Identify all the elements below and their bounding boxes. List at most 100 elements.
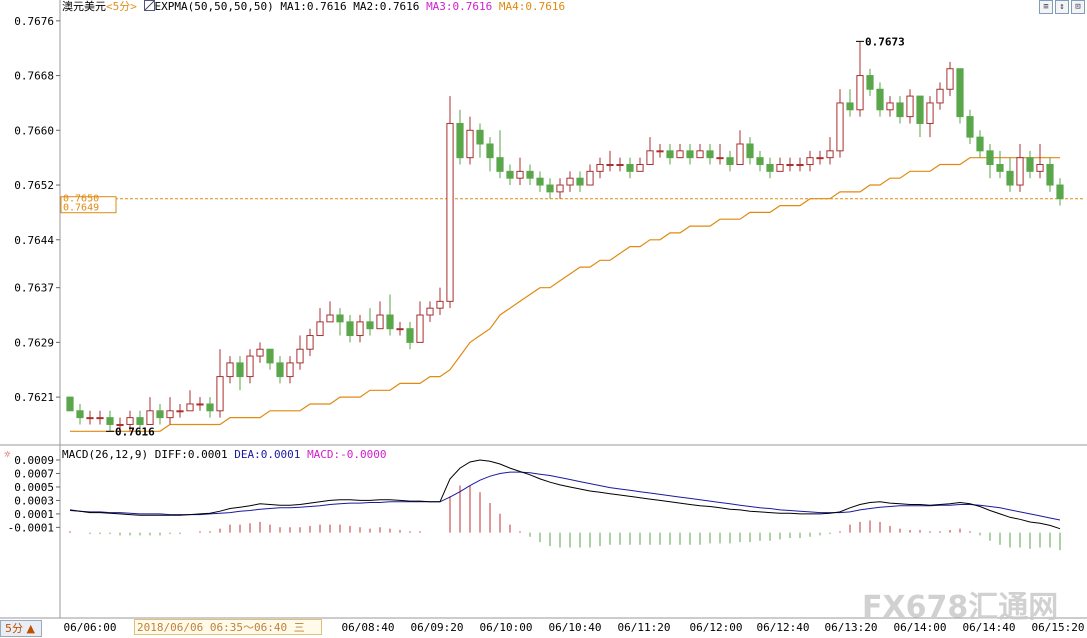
candle xyxy=(926,96,934,138)
candle-body xyxy=(216,376,224,412)
ema-line xyxy=(70,157,1060,432)
candle xyxy=(366,308,374,336)
list-view-icon[interactable]: ≡ xyxy=(1039,0,1053,14)
price-tick-label: 0.7660 xyxy=(14,124,54,137)
candle-body xyxy=(306,335,314,350)
candle xyxy=(616,157,624,172)
candle xyxy=(796,157,804,172)
crosshair-time-label: 2018/06/06 06:35～06:40 三 xyxy=(134,619,322,635)
macd-tick-label: 0.0007 xyxy=(14,467,54,480)
candle-body xyxy=(126,417,134,425)
candle xyxy=(196,397,204,411)
candle xyxy=(506,164,514,186)
macd-lines xyxy=(69,459,1061,530)
time-tick-label: 06/10:00 xyxy=(480,621,533,634)
candle-body xyxy=(976,136,984,152)
macd-settings-icon[interactable]: ☼ xyxy=(4,448,11,461)
ma3-value: MA3:0.7616 xyxy=(426,0,493,13)
indicator-name[interactable]: EXPMA(50,50,50,50) xyxy=(154,0,274,13)
price-tick-label: 0.7644 xyxy=(14,234,54,247)
diff-value: DIFF:0.0001 xyxy=(154,448,228,461)
candle-body xyxy=(486,143,494,159)
macd-name[interactable]: MACD(26,12,9) xyxy=(62,448,149,461)
candle xyxy=(466,116,474,165)
candle-body xyxy=(446,122,454,302)
candles-layer[interactable] xyxy=(66,41,1064,432)
candle xyxy=(266,348,274,370)
candle xyxy=(946,61,954,97)
candle xyxy=(656,143,664,158)
candle-body xyxy=(356,321,364,337)
main-header: 澳元美元<5分> EXPMA(50,50,50,50) MA1:0.7616 M… xyxy=(62,0,565,14)
candle-body xyxy=(196,403,204,406)
candle xyxy=(1056,178,1064,206)
indicator-icon[interactable] xyxy=(143,0,155,11)
high-label: 0.7673 xyxy=(865,35,905,48)
candle xyxy=(726,150,734,172)
candle-body xyxy=(676,150,684,159)
candle-body xyxy=(376,314,384,330)
candle-body xyxy=(296,348,304,364)
candle xyxy=(396,321,404,336)
candle xyxy=(286,356,294,384)
candle-body xyxy=(156,410,164,419)
candle xyxy=(106,410,114,432)
candle xyxy=(736,130,744,166)
candle-body xyxy=(466,129,474,159)
candle-body xyxy=(716,157,724,160)
candle-body xyxy=(816,157,824,160)
ma1-value: MA1:0.7616 xyxy=(280,0,347,13)
resize-icon[interactable]: ↕ xyxy=(1055,0,1069,14)
window-icon[interactable]: ⊡ xyxy=(1071,0,1085,14)
time-tick-label: 06/08:40 xyxy=(342,621,395,634)
candle-body xyxy=(1036,164,1044,172)
candle-body xyxy=(876,88,884,111)
watermark-logo: FX678汇通网 xyxy=(862,590,1059,625)
candle xyxy=(546,178,554,199)
candle xyxy=(166,397,174,425)
candle-body xyxy=(366,321,374,330)
candle-body xyxy=(566,177,574,186)
candle xyxy=(886,96,894,117)
candle-body xyxy=(786,164,794,167)
candle xyxy=(156,403,164,425)
candle-body xyxy=(346,321,354,337)
candle-body xyxy=(266,348,274,364)
candle-body xyxy=(896,102,904,118)
candle-body xyxy=(186,403,194,412)
candle-body xyxy=(246,355,254,378)
candle xyxy=(246,349,254,384)
candle xyxy=(1026,150,1034,179)
candle-body xyxy=(606,164,614,167)
period-tab[interactable]: 5分 ▲ xyxy=(0,620,42,637)
candle-body xyxy=(596,164,604,172)
candle xyxy=(456,109,464,165)
candle-body xyxy=(146,410,154,425)
diff-line xyxy=(69,459,1061,530)
candle-body xyxy=(906,95,914,118)
candle-body xyxy=(96,417,104,420)
candle xyxy=(346,315,354,343)
candle xyxy=(586,164,594,186)
candle xyxy=(786,157,794,172)
current-price-box xyxy=(60,196,117,214)
candle xyxy=(916,95,924,138)
candle-body xyxy=(226,362,234,378)
macd-header: ☼ xyxy=(4,448,11,462)
candle-body xyxy=(1006,170,1014,186)
time-tick-label: 06/09:20 xyxy=(411,621,464,634)
candle-body xyxy=(436,300,444,309)
macd-tick-label: 0.0003 xyxy=(14,494,54,507)
candle xyxy=(1006,157,1014,192)
price-tick-label: 0.7668 xyxy=(14,70,54,83)
candle-body xyxy=(286,362,294,378)
period-label[interactable]: <5分> xyxy=(106,0,137,13)
symbol-name[interactable]: 澳元美元 xyxy=(62,0,106,13)
candle-body xyxy=(536,177,544,186)
macd-tick-label: 0.0009 xyxy=(14,454,54,467)
candle xyxy=(666,143,674,165)
candle xyxy=(386,294,394,336)
candle-body xyxy=(866,75,874,90)
macd-tick-label: -0.0001 xyxy=(8,521,54,534)
candle-body xyxy=(556,184,564,193)
